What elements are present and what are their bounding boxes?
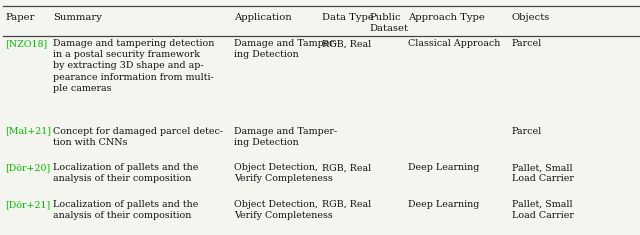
Text: Parcel: Parcel (512, 127, 542, 136)
Text: Damage and tampering detection
in a postal security framework
by extracting 3D s: Damage and tampering detection in a post… (53, 39, 214, 93)
Text: Application: Application (234, 13, 291, 22)
Text: Localization of pallets and the
analysis of their composition: Localization of pallets and the analysis… (53, 200, 198, 220)
Text: [Mal+21]: [Mal+21] (5, 127, 51, 136)
Text: Paper: Paper (5, 13, 35, 22)
Text: Damage and Tamper-
ing Detection: Damage and Tamper- ing Detection (234, 127, 337, 147)
Text: RGB, Real: RGB, Real (322, 163, 371, 172)
Text: [Dör+20]: [Dör+20] (5, 163, 51, 172)
Text: RGB, Real: RGB, Real (322, 200, 371, 209)
Text: Approach Type: Approach Type (408, 13, 484, 22)
Text: [NZO18]: [NZO18] (5, 39, 47, 48)
Text: Parcel: Parcel (512, 39, 542, 48)
Text: Pallet, Small
Load Carrier: Pallet, Small Load Carrier (512, 200, 574, 220)
Text: Summary: Summary (53, 13, 102, 22)
Text: Localization of pallets and the
analysis of their composition: Localization of pallets and the analysis… (53, 163, 198, 184)
Text: Pallet, Small
Load Carrier: Pallet, Small Load Carrier (512, 163, 574, 184)
Text: Concept for damaged parcel detec-
tion with CNNs: Concept for damaged parcel detec- tion w… (53, 127, 223, 147)
Text: Deep Learning: Deep Learning (408, 200, 479, 209)
Text: Object Detection,
Verify Completeness: Object Detection, Verify Completeness (234, 200, 332, 220)
Text: Classical Approach: Classical Approach (408, 39, 500, 48)
Text: Public
Dataset: Public Dataset (370, 13, 409, 33)
Text: Damage and Tamper-
ing Detection: Damage and Tamper- ing Detection (234, 39, 337, 59)
Text: [Dör+21]: [Dör+21] (5, 200, 51, 209)
Text: Objects: Objects (512, 13, 550, 22)
Text: RGB, Real: RGB, Real (322, 39, 371, 48)
Text: Deep Learning: Deep Learning (408, 163, 479, 172)
Text: Data Type: Data Type (322, 13, 374, 22)
Text: Object Detection,
Verify Completeness: Object Detection, Verify Completeness (234, 163, 332, 184)
